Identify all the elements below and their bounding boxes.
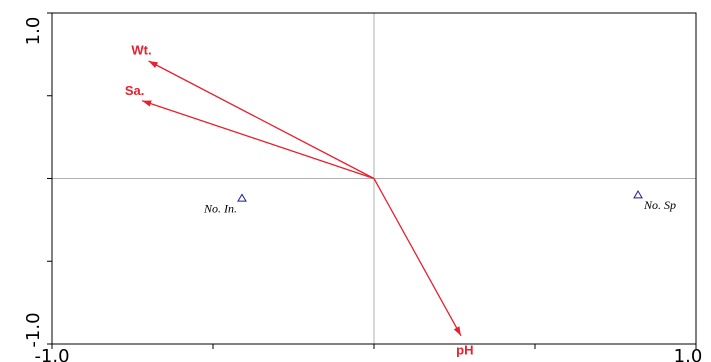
axis-ticks	[47, 12, 697, 349]
vector-wt-label: Wt.	[131, 42, 151, 57]
point-no-sp-label: No. Sp	[643, 198, 676, 212]
vector-sa-label: Sa.	[125, 83, 145, 98]
point-no-in-label: No. In.	[203, 201, 237, 215]
point-no-in-marker	[237, 193, 247, 202]
vector-sa	[141, 100, 375, 180]
y-tick-label-max: 1.0	[23, 17, 44, 46]
vector-sa-arrowhead	[142, 100, 152, 107]
axis-tick-labels: -1.0 1.0 -1.0 1.0	[23, 17, 702, 362]
vector-wt	[148, 60, 375, 180]
points: No. In. No. Sp	[203, 190, 676, 215]
vector-ph-label: pH	[456, 343, 473, 358]
vector-wt-arrowhead	[148, 60, 159, 68]
y-tick-label-min: -1.0	[23, 312, 44, 347]
vector-ph	[373, 178, 462, 337]
x-tick-label-max: 1.0	[674, 346, 703, 362]
x-tick-label-min: -1.0	[34, 346, 69, 362]
vector-ph-arrowhead	[453, 326, 461, 336]
vectors: Wt. Sa. pH	[125, 42, 474, 357]
point-no-sp-marker	[633, 190, 643, 199]
